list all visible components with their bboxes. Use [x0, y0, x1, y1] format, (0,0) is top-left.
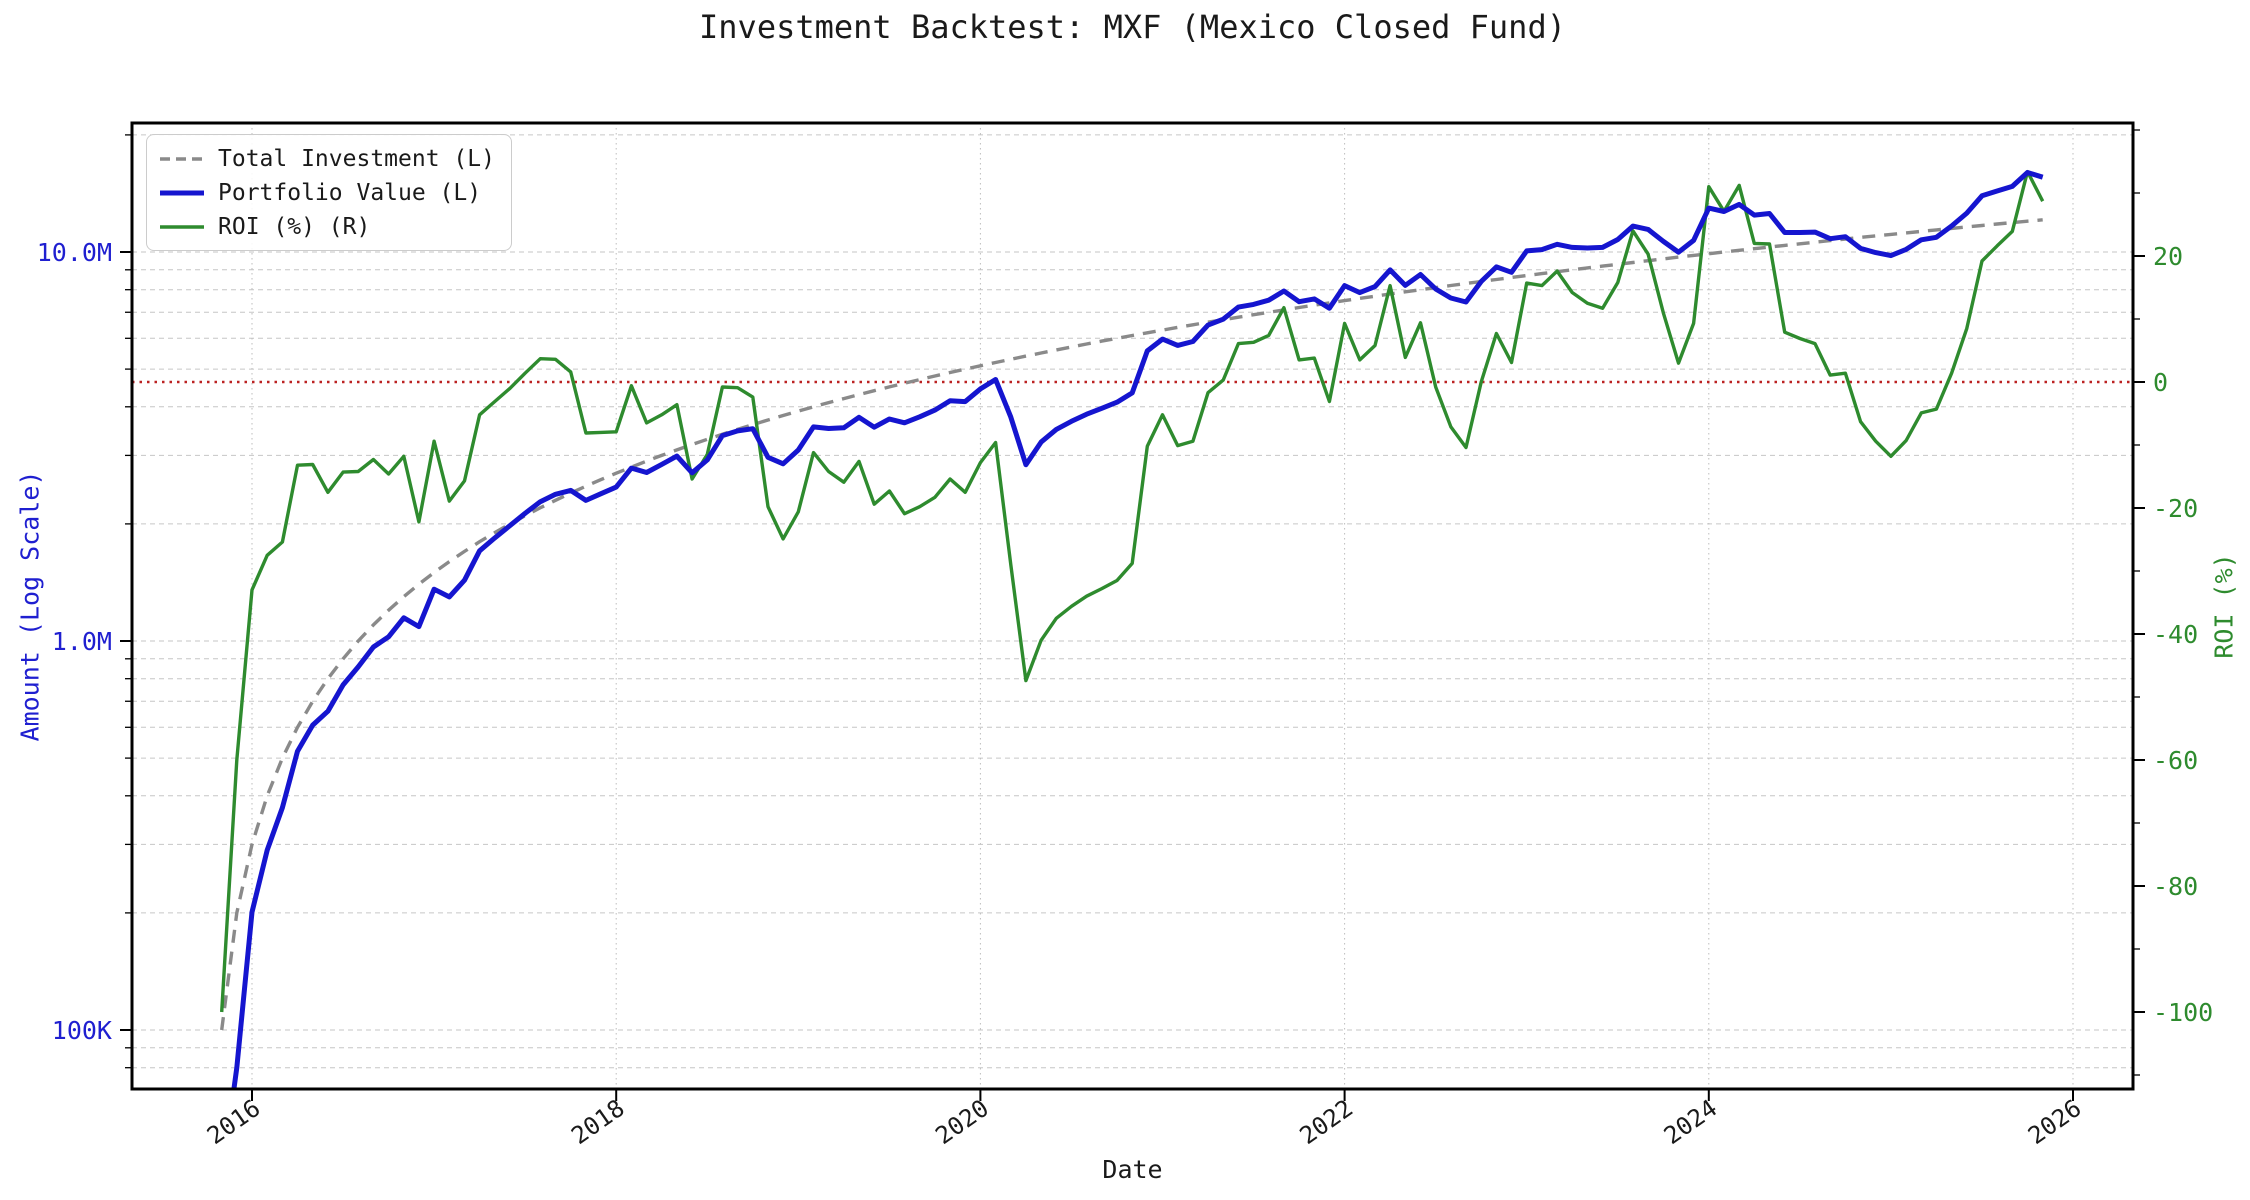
- roi-line: [220, 169, 2045, 1013]
- right-tick-label: 20: [2153, 242, 2183, 271]
- right-tick-label: -100: [2153, 998, 2213, 1027]
- legend-label: Portfolio Value (L): [218, 179, 482, 206]
- gridlines: [132, 123, 2133, 1089]
- chart-title: Investment Backtest: MXF (Mexico Closed …: [699, 8, 1566, 46]
- portfolio-value-line: [231, 170, 2044, 1089]
- axis-ticks: [120, 129, 2145, 1101]
- left-tick-label: 100K: [52, 1016, 112, 1045]
- total-investment-line: [220, 218, 2043, 1031]
- dashed-line-sample-icon: [159, 155, 205, 163]
- left-axis-title: Amount (Log Scale): [15, 470, 45, 742]
- solid-line-sample-icon: [159, 189, 205, 197]
- legend-item-total-investment: Total Investment (L): [159, 145, 495, 172]
- right-tick-label: -80: [2153, 872, 2198, 901]
- right-tick-label: -20: [2153, 494, 2198, 523]
- right-axis-title: ROI (%): [2209, 553, 2239, 659]
- x-tick-label: 2024: [1659, 1094, 1722, 1150]
- legend-label: Total Investment (L): [218, 145, 495, 172]
- series-group: [220, 169, 2045, 1089]
- right-tick-label: 0: [2153, 368, 2168, 397]
- left-tick-label: 1.0M: [52, 627, 112, 656]
- right-tick-label: -40: [2153, 620, 2198, 649]
- x-tick-label: 2018: [566, 1094, 629, 1150]
- x-tick-label: 2016: [202, 1094, 265, 1150]
- x-axis-title: Date: [1102, 1155, 1163, 1184]
- axis-tick-labels: 10.0M 1.0M 100K 20 0 -20 -40 -60 -80 -100 2016 2018…: [37, 238, 2213, 1150]
- right-tick-label: -60: [2153, 746, 2198, 775]
- axes-spines: [130, 121, 2135, 1091]
- legend-item-portfolio-value: Portfolio Value (L): [159, 179, 495, 206]
- legend-label: ROI (%) (R): [218, 213, 371, 240]
- left-tick-label: 10.0M: [37, 238, 112, 267]
- x-tick-label: 2026: [2023, 1094, 2086, 1150]
- x-tick-label: 2022: [1295, 1094, 1358, 1150]
- x-tick-label: 2020: [930, 1094, 993, 1150]
- solid-line-sample-icon: [159, 223, 205, 231]
- legend-item-roi: ROI (%) (R): [159, 213, 495, 240]
- legend: Total Investment (L) Portfolio Value (L)…: [146, 134, 512, 251]
